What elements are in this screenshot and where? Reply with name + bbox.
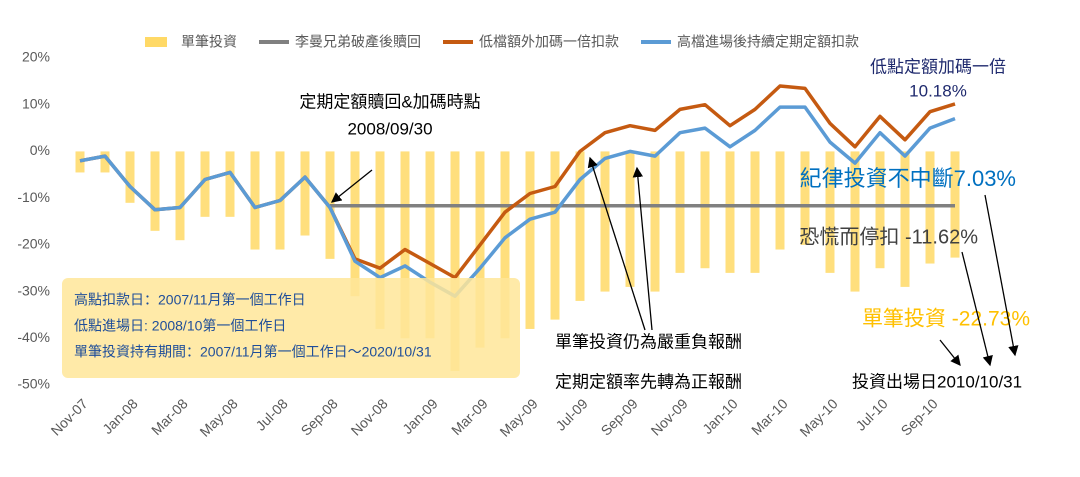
bar [225, 151, 235, 217]
arrow [330, 169, 373, 203]
bar [100, 151, 110, 173]
x-tick-label: Nov-07 [48, 395, 91, 438]
y-tick-label: -20% [17, 236, 50, 252]
annotation: 2008/09/30 [347, 119, 432, 138]
x-tick-label: Jul-09 [552, 395, 590, 433]
bar [150, 151, 160, 231]
note-line: 低點進場日: 2008/10第一個工作日 [74, 318, 286, 334]
bar [625, 151, 635, 287]
legend-swatch [145, 37, 167, 47]
bar [900, 151, 910, 287]
bar [850, 151, 860, 292]
x-tick-label: Mar-09 [448, 395, 491, 438]
legend-label: 高檔進場後持續定期定額扣款 [677, 34, 859, 50]
annotation: 10.18% [909, 81, 967, 100]
x-tick-label: Mar-08 [148, 395, 191, 438]
y-tick-label: 0% [30, 142, 50, 158]
bar [350, 151, 360, 297]
bar [575, 151, 585, 301]
bar [875, 151, 885, 269]
y-tick-label: 10% [22, 95, 50, 111]
note-box [62, 278, 520, 378]
arrow [632, 166, 653, 331]
bar [300, 151, 310, 236]
note-line: 高點扣款日：2007/11月第一個工作日 [74, 292, 306, 308]
annotation: 恐慌而停扣 -11.62% [799, 225, 978, 248]
bar [800, 151, 810, 245]
bar [600, 151, 610, 292]
y-tick-label: -40% [17, 329, 50, 345]
bar [675, 151, 685, 273]
y-tick-label: -10% [17, 189, 50, 205]
y-tick-label: -30% [17, 282, 50, 298]
bar [475, 151, 485, 348]
legend-label: 李曼兄弟破產後贖回 [295, 34, 421, 50]
x-tick-label: Nov-09 [648, 395, 691, 438]
bar [75, 151, 85, 173]
x-tick-label: Sep-10 [897, 395, 940, 438]
annotation: 紀律投資不中斷7.03% [800, 166, 1016, 191]
arrow [984, 194, 1019, 357]
legend-label: 低檔額外加碼一倍扣款 [479, 34, 619, 50]
annotation: 低點定額加碼一倍 [870, 57, 1006, 76]
x-tick-label: Nov-08 [348, 395, 391, 438]
x-tick-label: Sep-09 [597, 395, 640, 438]
arrow [587, 156, 646, 331]
line [79, 105, 956, 298]
bar [175, 151, 185, 241]
bar [650, 151, 660, 292]
x-tick-label: May-08 [196, 395, 240, 439]
x-tick-label: Jul-08 [252, 395, 290, 433]
y-tick-label: 20% [22, 49, 50, 65]
bar [525, 151, 535, 329]
x-tick-label: Jul-10 [852, 395, 890, 433]
legend-label: 單筆投資 [181, 34, 237, 50]
bar [825, 151, 835, 273]
x-tick-label: Jan-10 [699, 395, 741, 437]
bar [375, 151, 385, 329]
x-tick-label: Jan-09 [399, 395, 441, 437]
annotation: 單筆投資 -22.73% [862, 308, 1030, 331]
bar [750, 151, 760, 273]
bar [550, 151, 560, 320]
bar [425, 151, 435, 339]
x-tick-label: Sep-08 [297, 395, 340, 438]
x-tick-label: Mar-10 [748, 395, 791, 438]
annotation: 定期定額贖回&加碼時點 [299, 92, 480, 111]
annotation: 投資出場日2010/10/31 [852, 372, 1022, 391]
bar [125, 151, 135, 203]
bar [200, 151, 210, 217]
y-tick-label: -50% [17, 376, 50, 392]
x-tick-label: May-10 [796, 395, 840, 439]
bar [450, 151, 460, 371]
annotation: 單筆投資仍為嚴重負報酬 [555, 332, 742, 351]
bar [725, 151, 735, 273]
x-tick-label: Jan-08 [99, 395, 141, 437]
note-line: 單筆投資持有期間：2007/11月第一個工作日～2020/10/31 [74, 344, 432, 360]
bar [250, 151, 260, 250]
arrow [939, 339, 961, 367]
bar [400, 151, 410, 339]
annotation: 定期定額率先轉為正報酬 [555, 372, 742, 391]
arrow [961, 251, 993, 367]
x-tick-label: May-09 [496, 395, 540, 439]
bar [775, 151, 785, 250]
bar [925, 151, 935, 264]
bar [500, 151, 510, 339]
bar [700, 151, 710, 269]
